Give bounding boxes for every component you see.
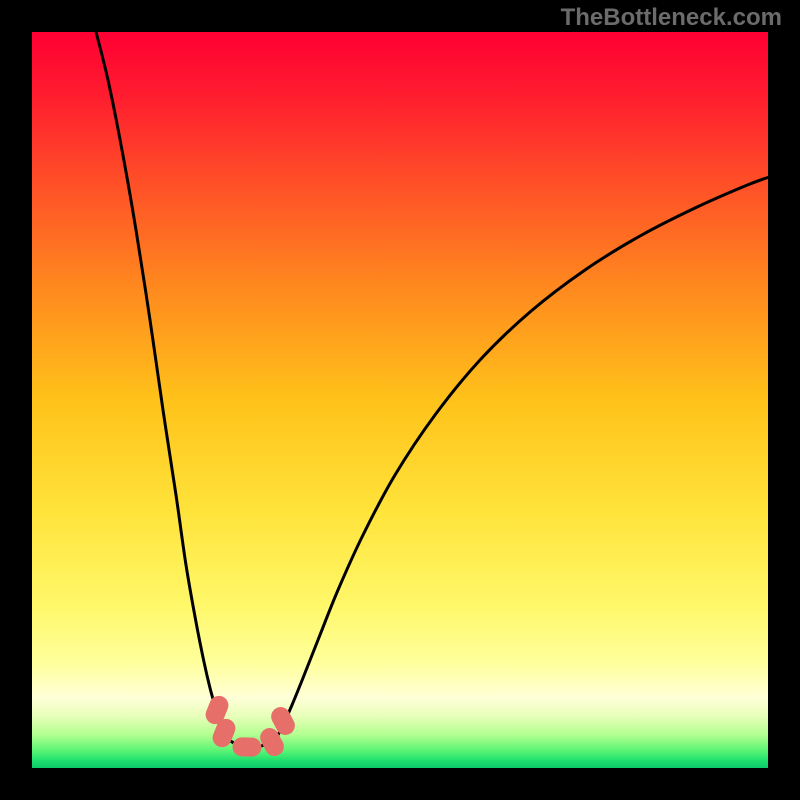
notch-marker	[233, 738, 262, 757]
bottleneck-curve-plot	[0, 0, 800, 800]
plot-background	[32, 32, 768, 768]
chart-container: TheBottleneck.com	[0, 0, 800, 800]
watermark-text: TheBottleneck.com	[561, 4, 782, 32]
